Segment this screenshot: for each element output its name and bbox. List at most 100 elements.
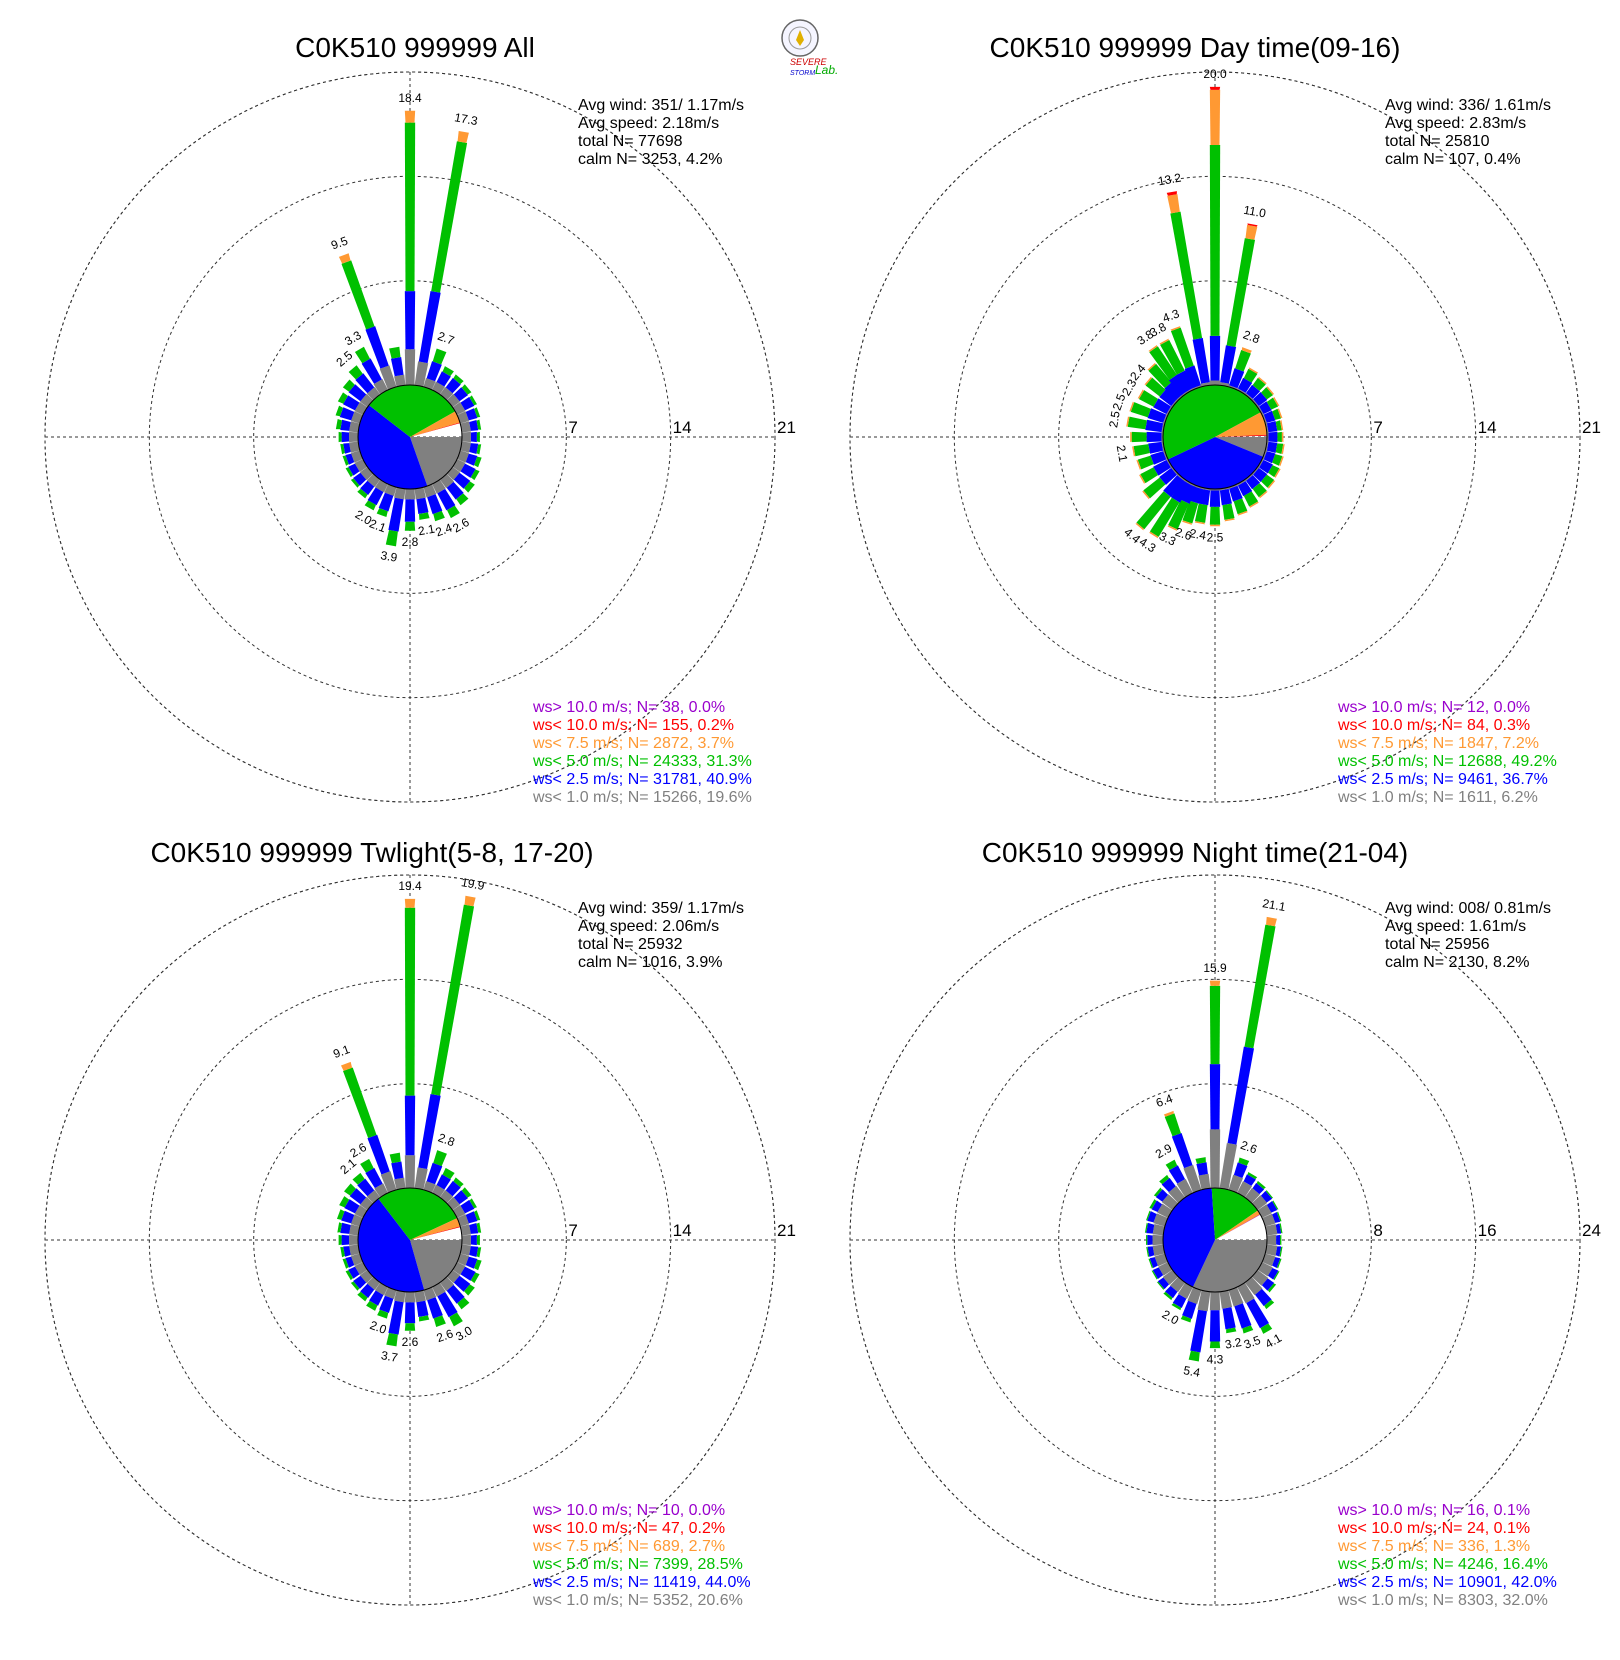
petal-segment [414,1167,428,1190]
petal-segment [360,1158,374,1173]
petal-segment [1209,86,1221,90]
petal-segment [1161,441,1165,452]
petal-segment [464,895,476,907]
pie-slice [1215,1214,1261,1240]
petal-segment [445,1180,461,1197]
petal-segment [1219,1290,1233,1309]
petal-segment [1187,1287,1202,1305]
petal-segment [1209,490,1221,507]
petal-segment [1152,1244,1165,1256]
pie-outline [1162,1187,1268,1293]
petal-segment [1237,1181,1253,1198]
petal-segment [1130,431,1132,443]
petal-segment [1263,410,1276,423]
petal-segment [1261,474,1275,488]
petal-segment [414,1290,426,1303]
stat-line: Avg wind: 008/ 0.81m/s [1385,900,1551,917]
petal-segment [1145,1210,1151,1221]
petal-segment [1274,468,1281,478]
petal-segment [1159,338,1169,345]
petal-segment [1279,1246,1283,1257]
petal-segment [1144,376,1152,385]
petal-segment [350,1214,363,1227]
petal-label: 20.0 [1203,67,1227,81]
petal-label: 2.5 [1110,392,1129,413]
petal-segment [1266,441,1278,453]
petal-segment [336,1209,345,1220]
petal-segment [388,1300,404,1335]
petal-segment [1209,1129,1221,1188]
petal-segment [416,497,429,515]
range-ring [253,1083,567,1397]
logo-text-top: SEVERE [790,57,828,67]
petal-label: 9.5 [329,233,350,252]
petal-segment [364,500,376,511]
petal-segment [1273,1271,1280,1281]
petal-segment [431,904,475,1096]
petal-label: 3.7 [380,1348,399,1365]
petal-segment [394,1177,406,1190]
petal-segment [469,443,479,454]
legend-entry: ws< 10.0 m/s; N= 47, 0.2% [532,1520,725,1537]
petal-segment [1262,413,1268,424]
petal-segment [460,421,471,433]
petal-segment [349,1224,360,1236]
petal-segment [1228,1174,1244,1193]
ring-label: 24 [1582,1221,1601,1240]
petal-segment [414,361,429,387]
chart-title: C0K510 999999 Day time(09-16) [990,32,1401,63]
petal-segment [461,1187,472,1198]
petal-label: 18.4 [398,91,422,105]
ring-label: 7 [568,418,577,437]
petal-segment [1227,1046,1255,1145]
petal-segment [1148,1258,1153,1269]
petal-label: 19.4 [398,879,422,893]
petal-segment [469,395,477,406]
petal-segment [460,396,475,411]
petal-segment [1153,1187,1163,1197]
petal-segment [1267,1234,1277,1246]
petal-segment [442,1167,455,1180]
petal-segment [446,1284,465,1304]
petal-segment [1138,390,1159,407]
petal-segment [1149,1257,1158,1269]
stat-line: calm N= 107, 0.4% [1385,151,1521,168]
petal-segment [446,481,464,500]
petal-segment [1168,1165,1186,1184]
petal-segment [1241,347,1252,354]
petal-segment [404,489,416,500]
petal-segment [1237,377,1253,393]
petal-segment [453,1190,469,1205]
stat-line: calm N= 2130, 8.2% [1385,954,1530,971]
petal-segment [1251,1195,1268,1211]
petal-segment [1243,368,1258,383]
petal-segment [349,1188,367,1205]
petal-segment [1261,387,1274,400]
petal-segment [338,1234,342,1246]
petal-segment [343,443,351,454]
petal-segment [1265,422,1269,433]
petal-segment [418,290,441,364]
petal-segment [385,529,398,547]
range-ring [253,280,567,594]
petal-segment [350,478,360,488]
petal-segment [1170,466,1179,476]
petal-segment [357,488,368,499]
legend-entry: ws< 10.0 m/s; N= 84, 0.3% [1337,717,1530,734]
petal-label: 11.0 [1242,203,1267,221]
petal-segment [1209,1064,1221,1130]
petal-segment [416,1300,429,1318]
petal-segment [432,1282,446,1297]
petal-segment [1260,1190,1273,1203]
petal-segment [367,487,384,506]
petal-segment [1161,1177,1176,1193]
legend-entry: ws< 2.5 m/s; N= 11419, 44.0% [532,1574,751,1591]
petal-segment [1272,454,1283,466]
petal-segment [340,1222,351,1234]
petal-segment [1258,376,1267,385]
petal-segment [460,1244,471,1256]
petal-segment [439,1276,455,1292]
petal-segment [426,1162,443,1185]
ring-label: 21 [1582,418,1601,437]
petal-segment [437,1291,458,1318]
